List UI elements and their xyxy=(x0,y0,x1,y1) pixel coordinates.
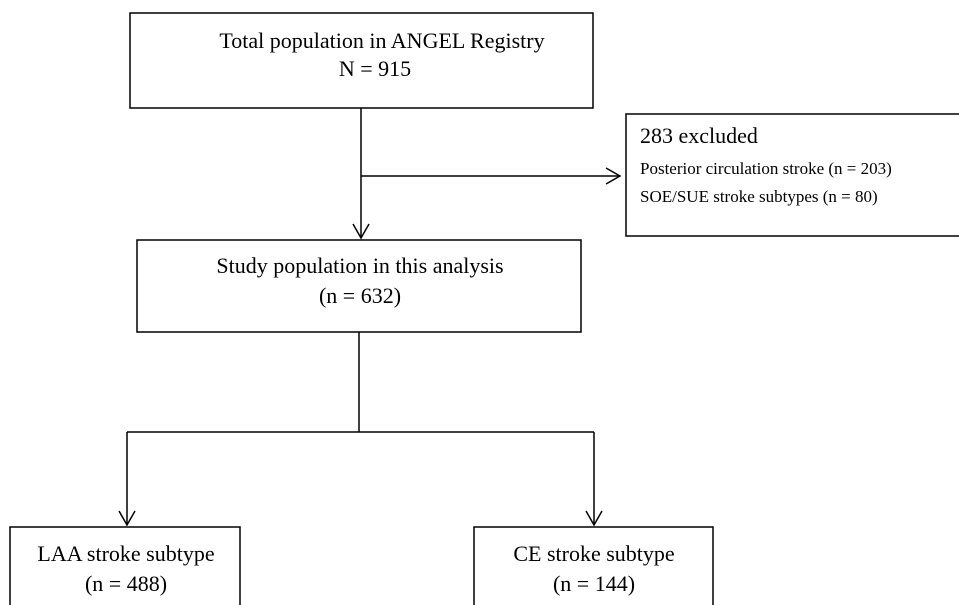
node-text: SOE/SUE stroke subtypes (n = 80) xyxy=(640,187,878,206)
node-text: Total population in ANGEL Registry xyxy=(219,28,544,53)
node-text: LAA stroke subtype xyxy=(37,541,214,566)
node-text: (n = 632) xyxy=(319,283,401,308)
arrowhead xyxy=(585,510,603,527)
node-box xyxy=(136,239,582,333)
node-text: (n = 144) xyxy=(553,571,635,596)
arrowhead xyxy=(118,510,136,527)
node-box xyxy=(625,113,959,237)
arrowhead xyxy=(605,167,622,185)
node-title: 283 excluded xyxy=(640,123,758,148)
node-text: CE stroke subtype xyxy=(513,541,674,566)
node-text: Posterior circulation stroke (n = 203) xyxy=(640,159,892,178)
node-text: N = 915 xyxy=(339,56,411,81)
arrowhead xyxy=(352,223,370,240)
node-text: (n = 488) xyxy=(85,571,167,596)
node-box xyxy=(129,12,594,109)
node-text: Study population in this analysis xyxy=(216,253,503,278)
node-box xyxy=(9,526,241,605)
node-box xyxy=(473,526,714,605)
